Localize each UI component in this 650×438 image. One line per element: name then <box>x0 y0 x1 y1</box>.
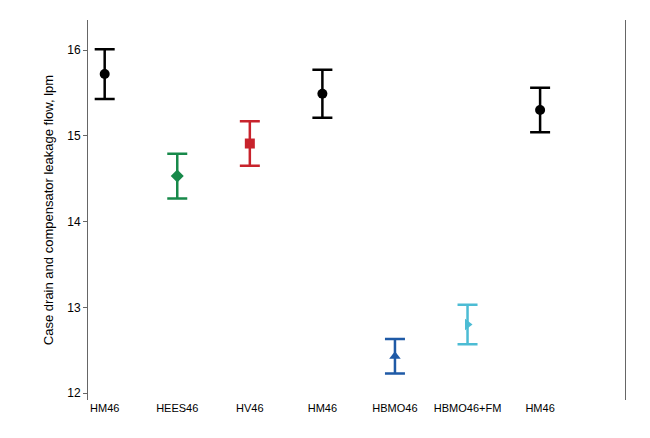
svg-text:HM46: HM46 <box>308 402 337 414</box>
svg-text:HEES46: HEES46 <box>156 402 198 414</box>
svg-text:13: 13 <box>67 301 81 315</box>
svg-text:16: 16 <box>67 43 81 57</box>
svg-text:HM46: HM46 <box>525 402 554 414</box>
svg-text:12: 12 <box>67 386 81 400</box>
svg-text:Case drain and compensator lea: Case drain and compensator leakage flow,… <box>41 75 56 345</box>
svg-text:HBMO46: HBMO46 <box>372 402 417 414</box>
svg-text:14: 14 <box>67 215 81 229</box>
svg-text:15: 15 <box>67 129 81 143</box>
svg-text:HBMO46+FM: HBMO46+FM <box>434 402 502 414</box>
svg-text:HV46: HV46 <box>236 402 264 414</box>
svg-text:HM46: HM46 <box>90 402 119 414</box>
